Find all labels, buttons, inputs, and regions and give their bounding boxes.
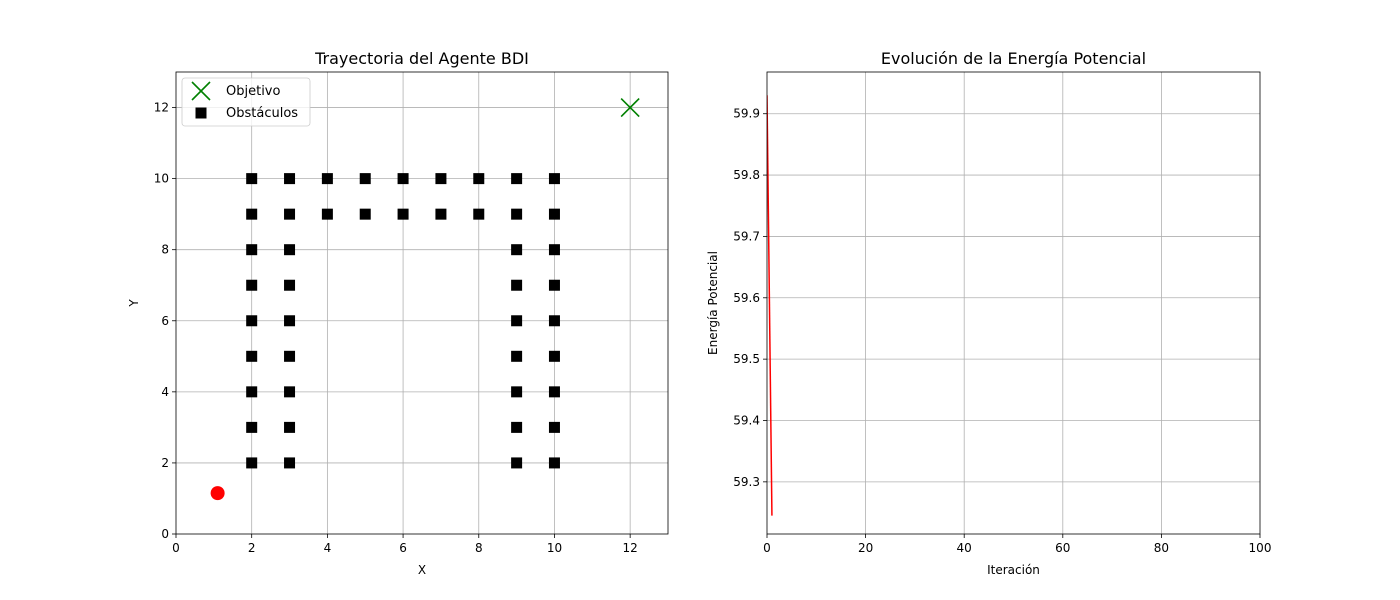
obstacle-marker xyxy=(284,386,296,398)
obstacle-marker xyxy=(511,350,523,362)
goal-marker xyxy=(620,97,640,118)
axes-frame xyxy=(175,71,669,535)
y-axis-label: Y xyxy=(127,299,141,308)
plot-area xyxy=(210,97,640,501)
chart-title: Trayectoria del Agente BDI xyxy=(314,49,529,68)
y-tick-label: 59.5 xyxy=(733,352,760,366)
legend-box xyxy=(181,77,311,127)
obstacle-marker xyxy=(511,386,523,398)
obstacle-marker xyxy=(284,315,296,327)
obstacle-marker xyxy=(284,173,296,185)
y-tick-label: 59.7 xyxy=(733,229,760,243)
x-tick-label: 6 xyxy=(399,541,407,555)
obstacle-marker xyxy=(548,421,560,433)
x-tick-label: 10 xyxy=(547,541,562,555)
obstacle-marker xyxy=(246,386,258,398)
y-tick-label: 59.6 xyxy=(733,291,760,305)
chart-title: Evolución de la Energía Potencial xyxy=(881,49,1146,68)
x-tick-label: 0 xyxy=(763,541,771,555)
y-tick-label: 12 xyxy=(154,101,169,115)
obstacle-marker xyxy=(435,173,447,185)
obstacle-marker xyxy=(284,279,296,291)
y-tick-label: 59.3 xyxy=(733,475,760,489)
plot-area xyxy=(767,95,773,516)
obstacle-marker xyxy=(246,208,258,220)
x-axis-label: Iteración xyxy=(987,563,1040,577)
agent-marker xyxy=(210,486,225,501)
obstacle-marker xyxy=(246,279,258,291)
x-tick-label: 20 xyxy=(858,541,873,555)
obstacle-marker xyxy=(511,244,523,256)
chart-1 xyxy=(172,71,669,538)
axes-frame xyxy=(766,71,1261,535)
x-tick-label: 60 xyxy=(1055,541,1070,555)
obstacle-marker xyxy=(246,315,258,327)
obstacle-marker xyxy=(397,173,409,185)
chart-2 xyxy=(763,71,1261,538)
y-tick-label: 2 xyxy=(161,456,169,470)
obstacle-marker xyxy=(246,421,258,433)
obstacle-marker xyxy=(284,208,296,220)
obstacle-marker xyxy=(284,457,296,469)
y-tick-label: 8 xyxy=(161,243,169,257)
obstacle-marker xyxy=(548,350,560,362)
x-tick-label: 4 xyxy=(324,541,332,555)
legend-obstacle-icon xyxy=(195,107,207,119)
obstacle-marker xyxy=(246,173,258,185)
obstacle-marker xyxy=(548,279,560,291)
legend xyxy=(181,77,311,127)
legend-goal-icon xyxy=(191,81,211,101)
y-tick-label: 10 xyxy=(154,172,169,186)
obstacle-marker xyxy=(321,173,333,185)
legend-label: Obstáculos xyxy=(226,106,298,121)
obstacle-marker xyxy=(397,208,409,220)
obstacle-marker xyxy=(548,244,560,256)
obstacle-marker xyxy=(548,173,560,185)
obstacle-marker xyxy=(511,208,523,220)
y-tick-label: 4 xyxy=(161,385,169,399)
obstacle-marker xyxy=(548,315,560,327)
y-tick-label: 59.9 xyxy=(733,107,760,121)
obstacle-marker xyxy=(511,315,523,327)
obstacle-marker xyxy=(435,208,447,220)
obstacle-marker xyxy=(511,173,523,185)
obstacle-marker xyxy=(511,279,523,291)
obstacle-marker xyxy=(473,208,485,220)
goal-marker-stroke xyxy=(620,97,640,118)
x-tick-label: 80 xyxy=(1154,541,1169,555)
obstacle-marker xyxy=(511,457,523,469)
y-tick-label: 6 xyxy=(161,314,169,328)
x-tick-label: 40 xyxy=(957,541,972,555)
y-axis-label: Energía Potencial xyxy=(706,251,720,355)
x-tick-label: 12 xyxy=(623,541,638,555)
obstacle-marker xyxy=(246,244,258,256)
obstacle-marker xyxy=(284,421,296,433)
obstacle-marker xyxy=(548,457,560,469)
y-tick-label: 59.4 xyxy=(733,413,760,427)
obstacle-marker xyxy=(473,173,485,185)
y-tick-label: 59.8 xyxy=(733,168,760,182)
obstacle-marker xyxy=(246,350,258,362)
obstacle-marker xyxy=(321,208,333,220)
x-tick-label: 2 xyxy=(248,541,256,555)
x-tick-label: 0 xyxy=(172,541,180,555)
x-tick-label: 100 xyxy=(1249,541,1272,555)
obstacle-marker xyxy=(284,244,296,256)
obstacle-marker xyxy=(359,173,371,185)
x-axis-label: X xyxy=(418,563,426,577)
y-tick-label: 0 xyxy=(161,527,169,541)
obstacle-marker xyxy=(548,208,560,220)
obstacle-marker xyxy=(284,350,296,362)
energy-line xyxy=(767,95,773,516)
obstacle-marker xyxy=(548,386,560,398)
legend-label: Objetivo xyxy=(226,84,280,99)
obstacle-marker xyxy=(246,457,258,469)
x-tick-label: 8 xyxy=(475,541,483,555)
obstacle-marker xyxy=(359,208,371,220)
obstacle-marker xyxy=(511,421,523,433)
